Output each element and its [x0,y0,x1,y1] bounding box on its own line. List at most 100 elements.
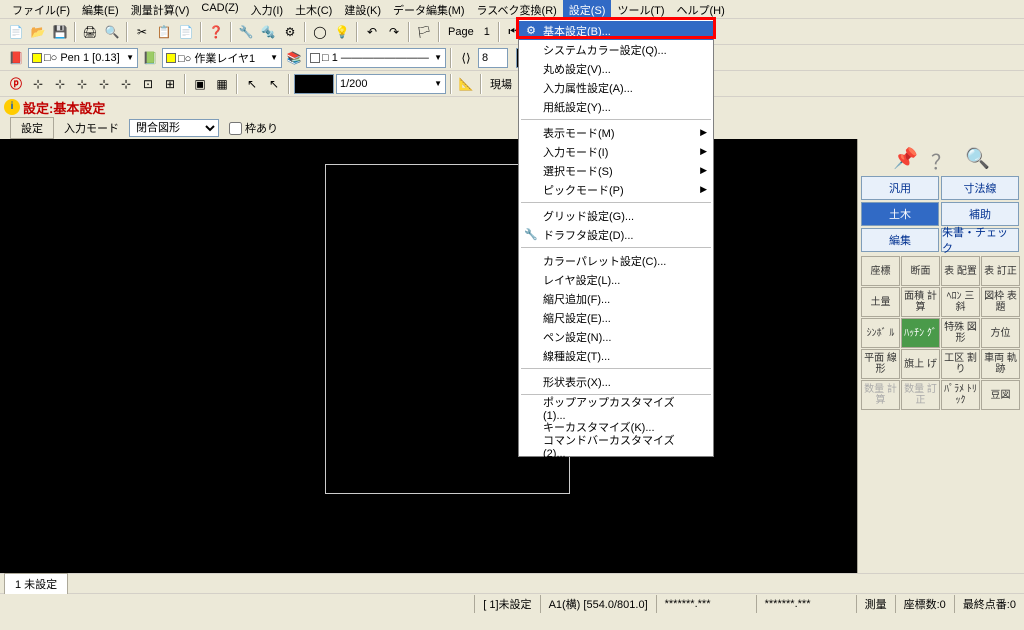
m6-icon[interactable]: ⊡ [138,74,158,94]
tool-icon[interactable]: 🔧 [236,22,256,42]
num-combo[interactable]: 8 [478,48,508,68]
bulb-icon[interactable]: 💡 [332,22,352,42]
cursor-icon[interactable]: ↖ [242,74,262,94]
menuitem[interactable]: 🔧ドラフタ設定(D)... [519,225,713,244]
menuitem[interactable]: 線種設定(T)... [519,346,713,365]
tool-cell[interactable]: ﾍﾛﾝ 三斜 [941,287,980,317]
scale-combo[interactable]: 1/200▼ [336,74,446,94]
menuitem[interactable]: 形状表示(X)... [519,372,713,391]
category-tab[interactable]: 寸法線 [941,176,1019,200]
book2-icon[interactable]: 📗 [140,48,160,68]
menu-1[interactable]: 編集(E) [76,0,125,18]
p-icon[interactable]: ⓟ [6,74,26,94]
m8-icon[interactable]: ▣ [190,74,210,94]
inputmode-select[interactable]: 閉合図形 [129,119,219,137]
undo-icon[interactable]: ↶ [362,22,382,42]
print-icon[interactable]: 🖨 [80,22,100,42]
drawing-canvas[interactable] [0,139,857,573]
redo-icon[interactable]: ↷ [384,22,404,42]
open-icon[interactable]: 📂 [28,22,48,42]
new-icon[interactable]: 📄 [6,22,26,42]
menuitem[interactable]: 表示モード(M)▶ [519,123,713,142]
menuitem[interactable]: ⚙基本設定(B)... [519,21,713,40]
tool-cell[interactable]: 数量 訂正 [901,380,940,410]
tool-cell[interactable]: 平面 線形 [861,349,900,379]
menu-3[interactable]: CAD(Z) [195,0,244,18]
category-tab[interactable]: 補助 [941,202,1019,226]
menuitem[interactable]: ピックモード(P)▶ [519,180,713,199]
tool-cell[interactable]: 表 訂正 [981,256,1020,286]
tool-cell[interactable]: ｼﾝﾎﾞ ﾙ [861,318,900,348]
menu-11[interactable]: ヘルプ(H) [671,0,731,18]
flag-icon[interactable]: 🏳 [414,22,434,42]
menuitem[interactable]: 選択モード(S)▶ [519,161,713,180]
category-tab[interactable]: 編集 [861,228,939,252]
menuitem[interactable]: システムカラー設定(Q)... [519,40,713,59]
m1-icon[interactable]: ⊹ [28,74,48,94]
menuitem[interactable]: 縮尺設定(E)... [519,308,713,327]
menuitem[interactable]: グリッド設定(G)... [519,206,713,225]
menu-6[interactable]: 建設(K) [338,0,387,18]
tool-cell[interactable]: 土量 [861,287,900,317]
layer-combo[interactable]: □○ 作業レイヤ1▼ [162,48,282,68]
menuitem[interactable]: レイヤ設定(L)... [519,270,713,289]
cursor2-icon[interactable]: ↖ [264,74,284,94]
menu-4[interactable]: 入力(I) [245,0,289,18]
m9-icon[interactable]: ▦ [212,74,232,94]
page-tab[interactable]: 1 未設定 [4,573,68,594]
tool-cell[interactable]: 表 配置 [941,256,980,286]
pen-combo[interactable]: □○ Pen 1 [0.13]▼ [28,48,138,68]
m4-icon[interactable]: ⊹ [94,74,114,94]
help-icon[interactable]: ❓ [206,22,226,42]
tool-cell[interactable]: 車両 軌跡 [981,349,1020,379]
tool-cell[interactable]: 図枠 表題 [981,287,1020,317]
tool-cell[interactable]: ﾊｯﾁﾝ ｸﾞ [901,318,940,348]
menuitem[interactable]: 入力モード(I)▶ [519,142,713,161]
menuitem[interactable]: ポップアップカスタマイズ(1)... [519,398,713,417]
bracket-icon[interactable]: ⟨⟩ [456,48,476,68]
tool3-icon[interactable]: ⚙ [280,22,300,42]
menu-0[interactable]: ファイル(F) [6,0,76,18]
menu-7[interactable]: データ編集(M) [387,0,471,18]
save-icon[interactable]: 💾 [50,22,70,42]
category-tab[interactable]: 汎用 [861,176,939,200]
s1-icon[interactable]: 📐 [456,74,476,94]
cut-icon[interactable]: ✂ [132,22,152,42]
menuitem[interactable]: ペン設定(N)... [519,327,713,346]
frame-checkbox[interactable]: 枠あり [229,120,278,136]
tool-cell[interactable]: 豆図 [981,380,1020,410]
tool2-icon[interactable]: 🔩 [258,22,278,42]
line-combo[interactable]: □ 1 ————————▼ [306,48,446,68]
tool-cell[interactable]: 断面 [901,256,940,286]
menuitem[interactable]: 丸め設定(V)... [519,59,713,78]
menuitem[interactable]: 縮尺追加(F)... [519,289,713,308]
book-icon[interactable]: 📕 [6,48,26,68]
site-label[interactable]: 現場 [486,76,516,92]
menuitem[interactable]: コマンドバーカスタマイズ(2)... [519,436,713,455]
preview-icon[interactable]: 🔍 [102,22,122,42]
m5-icon[interactable]: ⊹ [116,74,136,94]
pin-icon[interactable]: 📌 [893,146,917,170]
m2-icon[interactable]: ⊹ [50,74,70,94]
category-tab[interactable]: 朱書・チェック [941,228,1019,252]
tool-cell[interactable]: 数量 計算 [861,380,900,410]
m3-icon[interactable]: ⊹ [72,74,92,94]
tool-cell[interactable]: 旗上 げ [901,349,940,379]
zoom-icon[interactable]: 🔍 [965,146,989,170]
circle-icon[interactable]: ◯ [310,22,330,42]
m7-icon[interactable]: ⊞ [160,74,180,94]
menu-2[interactable]: 測量計算(V) [125,0,196,18]
category-tab[interactable]: 土木 [861,202,939,226]
menu-5[interactable]: 土木(C) [289,0,338,18]
tool-cell[interactable]: 座標 [861,256,900,286]
scale-sw[interactable] [294,74,334,94]
menu-8[interactable]: ラスベク変換(R) [471,0,563,18]
menuitem[interactable]: 用紙設定(Y)... [519,97,713,116]
paste-icon[interactable]: 📄 [176,22,196,42]
menuitem[interactable]: 入力属性設定(A)... [519,78,713,97]
tool-cell[interactable]: 面積 計算 [901,287,940,317]
tool-cell[interactable]: 方位 [981,318,1020,348]
copy-icon[interactable]: 📋 [154,22,174,42]
layer-icon[interactable]: 📚 [284,48,304,68]
tool-cell[interactable]: ﾊﾟﾗﾒ ﾄﾘｯｸ [941,380,980,410]
